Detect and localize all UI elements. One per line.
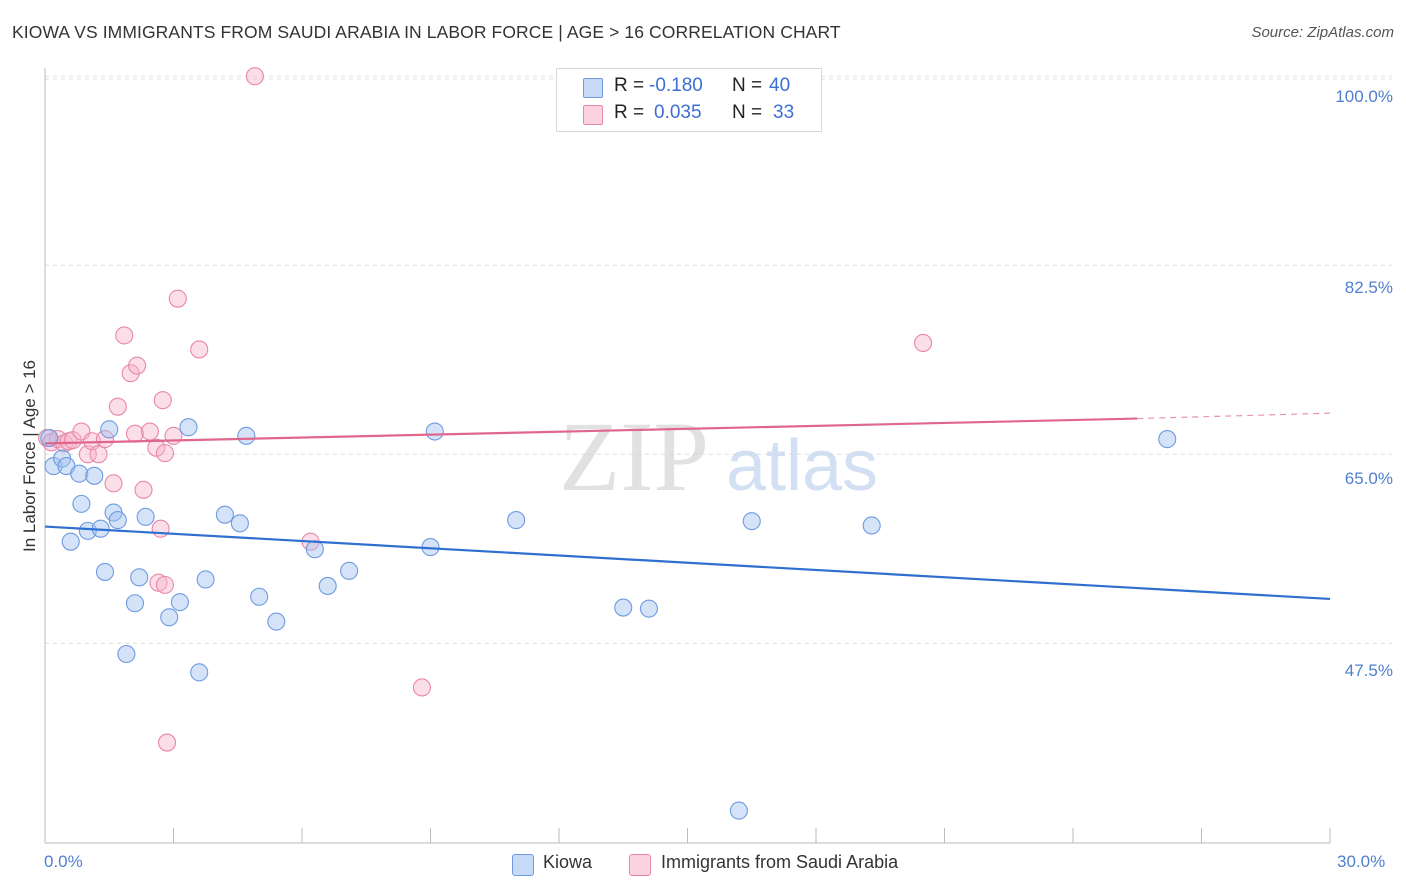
kiowa-point [425,422,444,441]
kiowa-r-value: -0.180 [649,75,703,96]
kiowa-point [305,540,324,559]
saudi-point [104,474,123,493]
kiowa-point [614,598,633,617]
saudi-point [412,678,431,697]
n-label: N = [732,75,763,96]
saudi-legend-label: Immigrants from Saudi Arabia [661,852,899,872]
kiowa-point [196,570,215,589]
r-label: R = [614,75,645,96]
kiowa-point [729,801,748,820]
kiowa-point [179,418,198,437]
saudi-point [147,438,166,457]
watermark-zip: ZIP [559,401,709,512]
kiowa-point [230,514,249,533]
saudi-point [155,444,174,463]
kiowa-point [85,466,104,485]
chart-title: KIOWA VS IMMIGRANTS FROM SAUDI ARABIA IN… [12,22,841,42]
kiowa-point [340,561,359,580]
kiowa-swatch [583,78,603,98]
saudi-point [89,445,108,464]
legend-row-kiowa: R = -0.180 N = 40 [557,75,821,99]
saudi-legend-swatch [629,854,651,876]
kiowa-point [742,512,761,531]
correlation-legend: R = -0.180 N = 40 R = 0.035 N = 33 [556,68,822,132]
kiowa-point [95,562,115,581]
watermark: ZIP atlas [559,401,878,512]
kiowa-point [318,576,337,596]
x-tick-label-max: 30.0% [1337,852,1386,871]
kiowa-point [250,587,269,606]
kiowa-point [117,644,136,664]
saudi-trend-extension [1137,412,1331,420]
kiowa-point [639,599,659,618]
saudi-point [121,364,140,383]
kiowa-point [1158,430,1177,449]
saudi-point [153,391,172,410]
saudi-point [125,424,144,443]
n-label: N = [732,102,763,123]
saudi-point [134,480,153,499]
saudi-point [190,340,209,359]
kiowa-point [170,593,189,612]
trend-lines [44,412,1331,601]
kiowa-point [125,594,144,613]
kiowa-point [72,494,91,513]
y-tick-label: 100.0% [1335,87,1393,106]
saudi-point [245,67,264,86]
kiowa-point [862,516,881,535]
saudi-n-value: 33 [773,102,795,123]
kiowa-point [267,612,286,631]
kiowa-point [70,464,89,483]
kiowa-point [215,505,234,524]
kiowa-legend-swatch [512,854,534,876]
saudi-swatch [583,105,603,125]
watermark-atlas: atlas [726,426,878,506]
y-tick-label: 47.5% [1344,661,1393,680]
saudi-points [38,67,933,752]
kiowa-points [40,418,1177,820]
saudi-point [128,356,147,375]
y-tick-label: 82.5% [1344,278,1393,297]
saudi-point [914,333,933,353]
r-label: R = [614,102,645,123]
saudi-point [158,733,177,752]
x-tick-label-min: 0.0% [44,852,83,871]
saudi-point [155,575,174,594]
saudi-point [164,426,183,445]
kiowa-trend-line [44,525,1331,601]
kiowa-point [108,511,127,530]
saudi-point [151,519,170,538]
kiowa-point [61,532,80,551]
axes [44,68,1331,844]
y-tick-label: 65.0% [1344,469,1393,488]
saudi-point [140,422,159,441]
kiowa-point [507,511,526,530]
saudi-point [168,289,187,308]
kiowa-point [237,426,256,445]
kiowa-point [130,568,149,587]
saudi-point [108,397,127,416]
kiowa-legend-label: Kiowa [543,852,593,872]
kiowa-point [100,420,119,439]
gridlines [45,75,1392,644]
kiowa-point [136,507,155,526]
kiowa-point [160,608,179,627]
kiowa-point [190,663,209,682]
saudi-r-value: 0.035 [654,102,702,123]
saudi-point [115,326,134,345]
saudi-trend-line [44,417,1138,445]
source-label: Source: ZipAtlas.com [1251,24,1394,41]
saudi-point [95,430,115,449]
legend-row-saudi: R = 0.035 N = 33 [557,102,821,126]
kiowa-n-value: 40 [769,75,791,96]
